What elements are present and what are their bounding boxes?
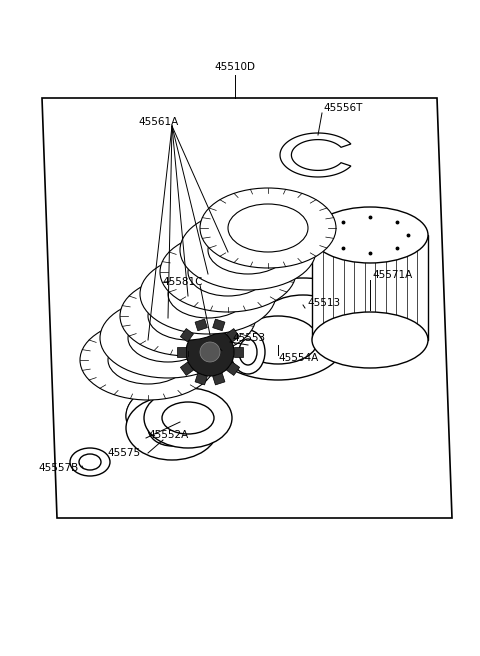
Ellipse shape xyxy=(126,384,218,448)
Ellipse shape xyxy=(108,336,188,384)
Ellipse shape xyxy=(148,398,196,434)
Ellipse shape xyxy=(148,410,196,446)
Polygon shape xyxy=(195,373,207,385)
Text: 45571A: 45571A xyxy=(372,270,412,280)
Ellipse shape xyxy=(261,295,345,345)
Polygon shape xyxy=(227,329,240,342)
Ellipse shape xyxy=(140,254,276,334)
Polygon shape xyxy=(195,319,207,331)
Ellipse shape xyxy=(79,454,101,470)
Polygon shape xyxy=(312,235,428,340)
Ellipse shape xyxy=(228,204,308,252)
Ellipse shape xyxy=(128,314,208,362)
Text: 45581C: 45581C xyxy=(162,277,203,287)
Text: 45552A: 45552A xyxy=(148,430,188,440)
Text: 45510D: 45510D xyxy=(215,62,255,72)
Ellipse shape xyxy=(80,320,216,400)
Polygon shape xyxy=(227,362,240,375)
Text: 45557B: 45557B xyxy=(38,463,78,473)
Ellipse shape xyxy=(160,232,296,312)
Ellipse shape xyxy=(208,226,288,274)
Text: 45556T: 45556T xyxy=(323,103,362,113)
Polygon shape xyxy=(213,319,225,331)
Ellipse shape xyxy=(126,396,218,460)
Polygon shape xyxy=(280,133,351,177)
Text: 45575: 45575 xyxy=(107,448,140,458)
Text: 45553: 45553 xyxy=(232,333,265,343)
Ellipse shape xyxy=(238,316,318,364)
Ellipse shape xyxy=(100,298,236,378)
Ellipse shape xyxy=(144,388,232,448)
Ellipse shape xyxy=(231,330,265,374)
Polygon shape xyxy=(234,347,243,357)
Ellipse shape xyxy=(312,312,428,368)
Polygon shape xyxy=(213,373,225,385)
Ellipse shape xyxy=(148,292,228,340)
Ellipse shape xyxy=(162,402,214,434)
Ellipse shape xyxy=(210,300,346,380)
Text: 45554A: 45554A xyxy=(278,353,318,363)
Ellipse shape xyxy=(120,276,256,356)
Ellipse shape xyxy=(168,270,248,318)
Ellipse shape xyxy=(188,248,268,296)
Ellipse shape xyxy=(231,278,375,362)
Text: 45513: 45513 xyxy=(307,298,340,308)
Ellipse shape xyxy=(200,188,336,268)
Ellipse shape xyxy=(312,207,428,263)
Polygon shape xyxy=(180,329,193,342)
Polygon shape xyxy=(180,362,193,375)
Ellipse shape xyxy=(126,384,218,448)
Text: 45561A: 45561A xyxy=(138,117,178,127)
Polygon shape xyxy=(177,347,186,357)
Ellipse shape xyxy=(200,342,220,362)
Ellipse shape xyxy=(70,448,110,476)
Ellipse shape xyxy=(239,339,257,365)
Ellipse shape xyxy=(186,328,234,376)
Ellipse shape xyxy=(180,210,316,290)
